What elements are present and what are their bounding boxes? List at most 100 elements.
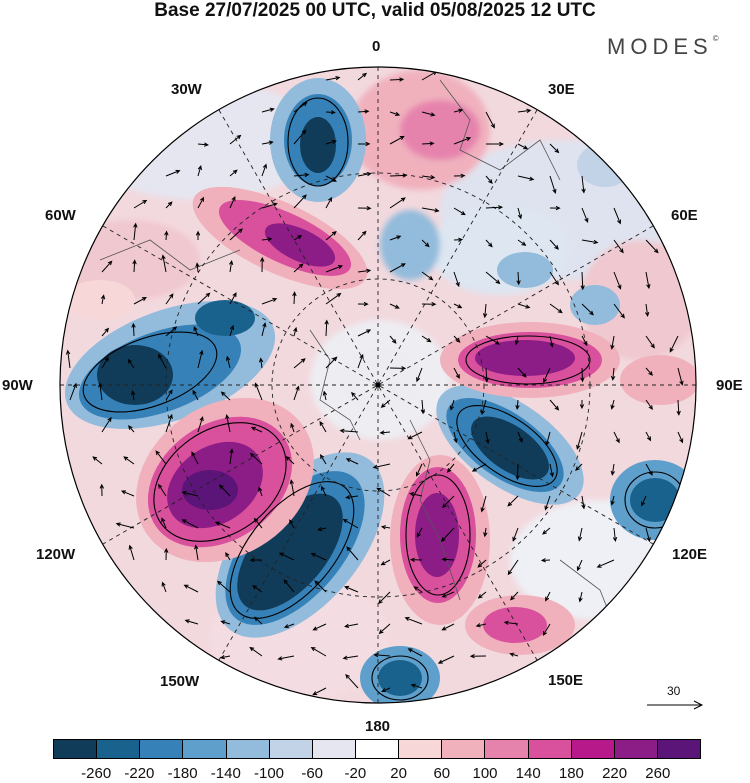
wind-vector-arrow <box>325 110 336 115</box>
wind-vector-arrow <box>325 292 342 305</box>
wind-vector-arrow <box>410 683 423 689</box>
wind-vector-arrow <box>407 431 423 440</box>
wind-vector-arrow <box>229 228 243 241</box>
colorbar-swatch <box>571 740 615 758</box>
colorbar-tick-label: -20 <box>344 765 367 782</box>
wind-vector-arrow <box>165 201 173 209</box>
wind-vector-arrow <box>581 495 586 510</box>
wind-vector-arrow <box>380 559 391 566</box>
wind-vector-arrow <box>453 237 464 242</box>
wind-vector-arrow <box>312 623 327 631</box>
lon-label-60w: 60W <box>45 207 76 224</box>
wind-vector-arrow <box>100 294 106 305</box>
wind-vector-arrow <box>517 175 535 181</box>
wind-vector-arrow <box>677 431 684 444</box>
wind-vector-arrow <box>252 585 263 593</box>
wind-vector-arrow <box>290 422 295 433</box>
colorbar <box>53 739 701 759</box>
wind-vector-arrow <box>229 292 237 305</box>
wind-vector-arrow <box>453 367 460 380</box>
wind-vector-arrow <box>99 483 105 497</box>
wind-vector-arrow <box>161 254 167 273</box>
wind-vector-arrow <box>194 544 199 561</box>
modes-logo: MODES© <box>607 34 719 60</box>
wind-vector-arrow <box>130 390 136 401</box>
colorbar-swatch <box>485 740 529 758</box>
colorbar-tick-label: -140 <box>210 765 241 782</box>
wind-vector-arrow <box>293 129 307 145</box>
lon-label-30e: 30E <box>548 81 575 98</box>
wind-vector-arrow <box>581 239 599 245</box>
wind-vector-arrow <box>549 271 559 286</box>
wind-vector-arrow <box>101 356 109 369</box>
contour-lines <box>82 97 686 701</box>
wind-vector-arrow <box>485 111 495 129</box>
wind-vector-arrow <box>181 519 199 529</box>
wind-vector-arrow <box>261 140 274 145</box>
wind-vector-arrow <box>219 654 231 660</box>
wind-vector-arrow <box>351 391 359 401</box>
wind-vector-arrow <box>339 428 359 434</box>
lon-label-30w: 30W <box>171 81 202 98</box>
wind-vector-arrow <box>610 399 615 410</box>
wind-vector-arrow <box>357 206 372 211</box>
wind-vector-arrow <box>229 169 238 177</box>
wind-vector-arrow <box>261 322 267 337</box>
wind-vector-arrow <box>507 559 519 576</box>
wind-vector-arrow <box>181 490 199 497</box>
wind-vector-arrow <box>293 358 306 369</box>
wind-vector-arrow <box>453 173 466 178</box>
wind-vector-arrow <box>357 353 364 369</box>
wind-vector-arrow <box>485 205 504 210</box>
wind-vector-arrow <box>69 382 77 401</box>
wind-vector-arrow <box>229 196 236 209</box>
wind-vector-arrow <box>389 135 405 145</box>
wind-vector-arrow <box>293 263 304 273</box>
wind-vector-arrow <box>127 358 135 369</box>
wind-vector-arrow <box>517 207 523 220</box>
wind-vector-arrow <box>261 297 278 305</box>
north-pole-marker <box>375 382 381 388</box>
wind-vector-arrow <box>575 463 583 471</box>
wind-vector-arrow <box>485 431 490 445</box>
wind-vector-arrow <box>485 271 501 285</box>
wind-vector-arrow <box>132 259 137 273</box>
wind-vector-arrow <box>503 620 519 625</box>
wind-vector-arrow <box>357 268 372 274</box>
wind-vector-arrow <box>477 591 487 599</box>
wind-vector-arrow <box>165 326 178 337</box>
wind-vector-arrow <box>477 559 487 568</box>
anomaly-field <box>60 67 696 703</box>
wind-vector-arrow <box>509 652 519 657</box>
wind-vector-arrow <box>517 143 529 150</box>
wind-vector-arrow <box>228 259 234 273</box>
wind-vector-arrow <box>514 335 520 346</box>
wind-vector-arrow <box>641 495 647 507</box>
wind-vector-arrow <box>325 230 337 241</box>
wind-vector-arrow <box>415 463 423 477</box>
wind-vector-arrow <box>220 620 231 625</box>
wind-vector-arrow <box>549 303 563 314</box>
wind-vector-arrow <box>545 591 551 602</box>
lon-label-0: 0 <box>372 38 381 55</box>
wind-vector-arrow <box>357 72 368 81</box>
wind-vector-arrow <box>421 271 434 281</box>
wind-vector-arrow <box>544 495 551 511</box>
wind-vector-arrow <box>480 399 487 416</box>
colorbar-swatch <box>97 740 141 758</box>
wind-vector-arrow <box>389 235 402 241</box>
colorbar-tick-label: -220 <box>124 765 155 782</box>
colorbar-tick-label: 20 <box>390 765 407 782</box>
colorbar-tick-label: -60 <box>301 765 324 782</box>
wind-vector-arrow <box>165 169 181 177</box>
wind-vector-arrow <box>312 687 327 696</box>
lon-label-180: 180 <box>365 718 391 735</box>
wind-vector-arrow <box>165 293 174 305</box>
lon-label-120e: 120E <box>672 546 708 563</box>
wind-vector-arrow <box>471 463 487 472</box>
wind-vector-arrow <box>278 552 295 561</box>
wind-vector-arrow <box>293 326 298 337</box>
colorbar-tick-label: -100 <box>253 765 285 782</box>
wind-vector-arrow <box>517 303 531 309</box>
wind-vector-arrow <box>480 495 487 513</box>
